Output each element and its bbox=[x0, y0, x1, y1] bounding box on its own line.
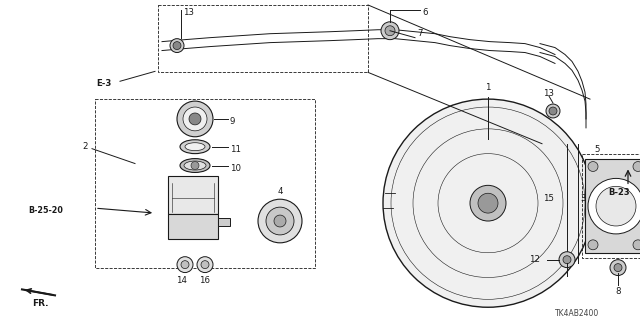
Circle shape bbox=[177, 101, 213, 137]
Text: 5: 5 bbox=[594, 145, 600, 154]
Circle shape bbox=[633, 162, 640, 172]
Text: 9: 9 bbox=[230, 117, 236, 126]
Circle shape bbox=[201, 261, 209, 268]
Circle shape bbox=[633, 240, 640, 250]
Text: 1: 1 bbox=[485, 83, 491, 92]
Circle shape bbox=[596, 186, 636, 226]
Circle shape bbox=[470, 185, 506, 221]
Circle shape bbox=[546, 104, 560, 118]
Bar bbox=[218, 218, 230, 226]
Circle shape bbox=[383, 99, 593, 307]
Text: TK4AB2400: TK4AB2400 bbox=[555, 309, 599, 318]
Circle shape bbox=[258, 199, 302, 243]
Circle shape bbox=[381, 22, 399, 40]
Circle shape bbox=[170, 39, 184, 52]
Text: 7: 7 bbox=[417, 29, 422, 38]
Circle shape bbox=[588, 240, 598, 250]
Circle shape bbox=[173, 42, 181, 50]
Text: B-23: B-23 bbox=[608, 188, 630, 197]
Text: 13: 13 bbox=[543, 89, 554, 98]
Circle shape bbox=[610, 260, 626, 276]
Text: 8: 8 bbox=[615, 287, 621, 296]
Text: B-25-20: B-25-20 bbox=[28, 206, 63, 215]
Ellipse shape bbox=[185, 143, 205, 151]
Ellipse shape bbox=[184, 161, 206, 170]
Ellipse shape bbox=[180, 140, 210, 154]
Bar bbox=[582, 154, 640, 258]
Text: 6: 6 bbox=[422, 8, 428, 17]
Circle shape bbox=[181, 261, 189, 268]
Circle shape bbox=[559, 252, 575, 268]
Circle shape bbox=[563, 256, 571, 264]
Circle shape bbox=[274, 215, 286, 227]
Circle shape bbox=[549, 107, 557, 115]
Circle shape bbox=[614, 264, 622, 272]
Bar bbox=[95, 99, 315, 268]
Circle shape bbox=[588, 179, 640, 234]
Circle shape bbox=[183, 107, 207, 131]
Text: 11: 11 bbox=[230, 145, 241, 154]
Circle shape bbox=[197, 257, 213, 273]
Circle shape bbox=[177, 257, 193, 273]
Bar bbox=[168, 214, 218, 239]
Circle shape bbox=[385, 26, 395, 36]
Bar bbox=[158, 5, 368, 72]
Circle shape bbox=[588, 162, 598, 172]
Circle shape bbox=[266, 207, 294, 235]
Circle shape bbox=[189, 113, 201, 125]
Bar bbox=[168, 176, 218, 214]
Text: 13: 13 bbox=[183, 8, 194, 17]
Text: 16: 16 bbox=[200, 276, 211, 284]
Bar bbox=[585, 159, 640, 253]
Text: 4: 4 bbox=[277, 187, 283, 196]
Text: 10: 10 bbox=[230, 164, 241, 172]
Text: 14: 14 bbox=[177, 276, 188, 284]
Circle shape bbox=[191, 162, 199, 170]
Text: 2: 2 bbox=[82, 142, 88, 151]
Text: E-3: E-3 bbox=[96, 79, 111, 88]
Text: 15: 15 bbox=[543, 194, 554, 203]
Circle shape bbox=[478, 193, 498, 213]
Text: 12: 12 bbox=[529, 255, 540, 264]
Ellipse shape bbox=[180, 159, 210, 172]
Text: 3: 3 bbox=[580, 194, 586, 203]
Text: FR.: FR. bbox=[32, 299, 49, 308]
